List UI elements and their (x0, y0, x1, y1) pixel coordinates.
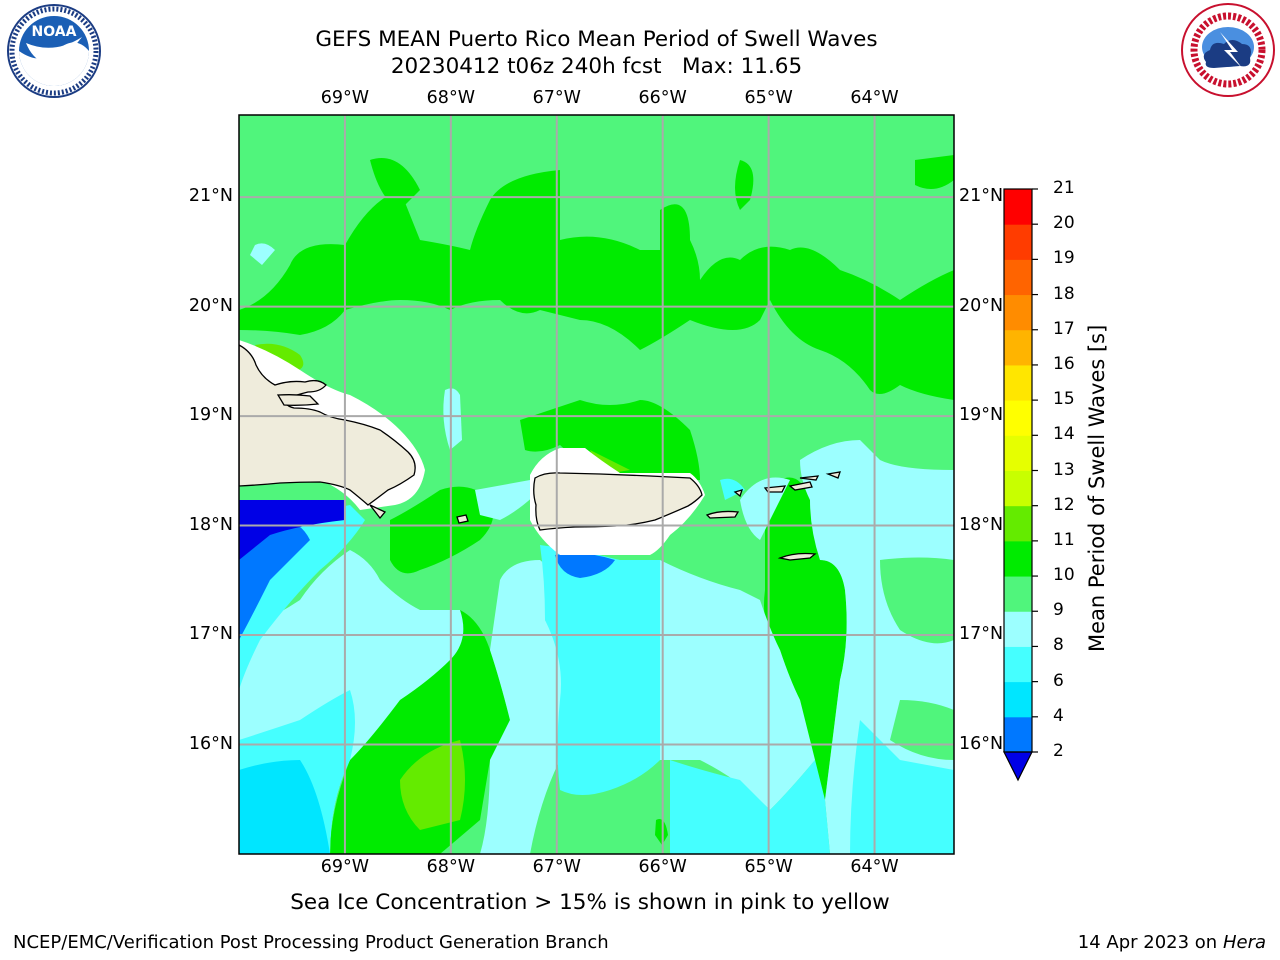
colorbar-swatch (1004, 329, 1032, 366)
colorbar-swatch (1004, 505, 1032, 542)
longitude-label: 69°W (320, 88, 370, 108)
noaa-logo: NOAA (7, 4, 101, 98)
colorbar-title: Mean Period of Swell Waves [s] (1085, 324, 1109, 652)
colorbar-swatch (1004, 576, 1032, 612)
noaa-logo-text: NOAA (32, 24, 77, 40)
colorbar-swatch (1004, 259, 1032, 296)
colorbar-tick-label: 8 (1053, 635, 1064, 656)
latitude-label: 19°N (188, 405, 233, 426)
latitude-label: 21°N (188, 186, 233, 207)
longitude-label: 65°W (744, 88, 793, 108)
machine-name: Hera (1222, 932, 1266, 953)
colorbar-tick-label: 14 (1053, 424, 1075, 445)
latitude-label: 19°N (959, 405, 1004, 426)
sea-ice-note-text: Sea Ice Concentration > 15% is shown in … (290, 890, 890, 915)
longitude-label: 69°W (320, 857, 370, 877)
latitude-label: 16°N (188, 733, 233, 754)
latitude-label: 21°N (959, 186, 1004, 207)
colorbar-tick-label: 15 (1053, 389, 1075, 410)
colorbar-tick-label: 16 (1053, 353, 1075, 374)
colorbar-swatch (1004, 189, 1032, 225)
colorbar-swatch (1004, 294, 1032, 331)
colorbar-tick-label: 9 (1053, 600, 1064, 621)
latitude-label: 16°N (959, 733, 1004, 754)
colorbar-swatch (1004, 611, 1032, 647)
colorbar-swatch (1004, 364, 1032, 401)
nws-logo (1181, 3, 1275, 97)
generation-date: 14 Apr 2023 on Hera (1078, 932, 1266, 953)
map-title: GEFS MEAN Puerto Rico Mean Period of Swe… (315, 27, 878, 52)
forecast-subtitle: 20230412 t06z 240h fcst Max: 11.65 (390, 54, 803, 79)
longitude-label: 67°W (532, 88, 581, 108)
colorbar-swatch (1004, 540, 1032, 577)
colorbar-tick-label: 12 (1053, 494, 1075, 515)
longitude-label: 64°W (850, 88, 899, 108)
latitude-label: 18°N (959, 514, 1004, 535)
map-gridlines (239, 115, 954, 854)
colorbar-tick-label: 13 (1053, 459, 1075, 480)
colorbar-tick-label: 20 (1053, 213, 1075, 234)
colorbar-tick-label: 10 (1053, 565, 1075, 586)
latitude-label: 20°N (959, 295, 1004, 316)
swell-period-field (239, 115, 954, 854)
latitude-label: 20°N (188, 295, 233, 316)
latitude-label: 17°N (959, 624, 1004, 645)
colorbar-swatch (1004, 224, 1032, 260)
longitude-label: 66°W (638, 857, 687, 877)
colorbar-swatch (1004, 716, 1032, 753)
colorbar-swatch (1004, 646, 1032, 683)
colorbar-tick-label: 21 (1053, 178, 1075, 198)
producer-credit: NCEP/EMC/Verification Post Processing Pr… (13, 932, 609, 953)
colorbar-tick-label: 11 (1053, 529, 1075, 550)
latitude-label: 17°N (188, 624, 233, 645)
map-frame (238, 114, 955, 855)
colorbar-tick-label: 2 (1053, 741, 1064, 761)
longitude-label: 67°W (532, 857, 581, 877)
colorbar (1003, 188, 1038, 782)
colorbar-extend-min (1003, 751, 1033, 782)
colorbar-tick-label: 18 (1053, 283, 1075, 304)
sea-ice-note: Sea Ice Concentration > 15% is shown in … (0, 890, 1280, 915)
colorbar-tick-label: 4 (1053, 705, 1064, 726)
colorbar-swatch (1004, 470, 1032, 507)
longitude-label: 65°W (744, 857, 793, 877)
longitude-label: 68°W (426, 857, 475, 877)
colorbar-swatch (1004, 681, 1032, 718)
latitude-label: 18°N (188, 514, 233, 535)
generation-date-text: 14 Apr 2023 on (1077, 932, 1223, 953)
colorbar-tick-label: 19 (1053, 248, 1075, 269)
colorbar-tick-label: 6 (1053, 670, 1064, 691)
colorbar-swatch (1004, 400, 1032, 436)
longitude-label: 64°W (850, 857, 899, 877)
colorbar-swatch (1004, 435, 1032, 471)
longitude-label: 66°W (638, 88, 687, 108)
colorbar-tick-label: 17 (1053, 318, 1075, 339)
longitude-label: 68°W (426, 88, 475, 108)
